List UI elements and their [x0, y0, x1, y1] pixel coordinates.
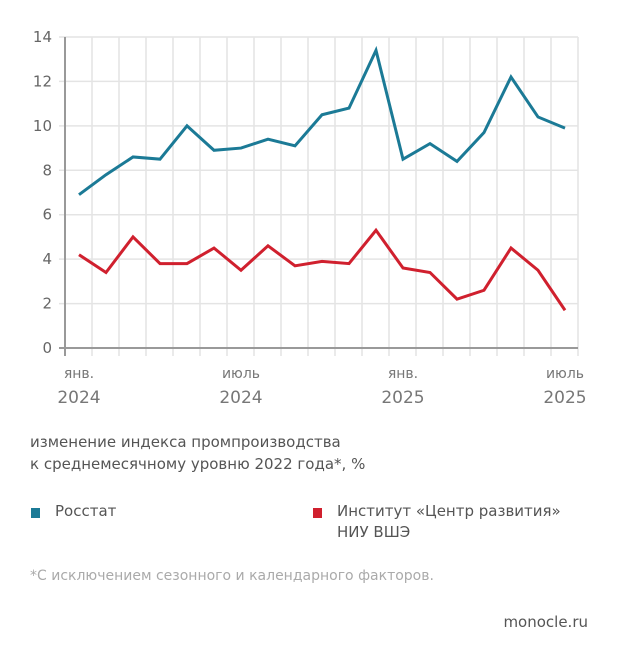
- x-tick-label-month: июль: [222, 366, 260, 382]
- legend-label-rosstat: Росстат: [55, 502, 117, 520]
- x-tick-label-month: янв.: [64, 366, 94, 382]
- x-axis-ticks: янв. 2024 июль 2024 янв. 2025 июль 2025: [57, 366, 586, 408]
- y-tick-label: 6: [42, 206, 52, 224]
- legend-swatch-rosstat: [31, 508, 40, 518]
- y-tick-label: 14: [33, 28, 52, 46]
- legend-swatch-hse: [313, 508, 322, 518]
- y-tick-label: 2: [42, 295, 52, 313]
- x-tick-label-year: 2024: [57, 388, 100, 408]
- subtitle-line-2: к среднемесячному уровню 2022 года*, %: [30, 455, 366, 473]
- x-tick-label-month: янв.: [388, 366, 418, 382]
- legend-label-hse: Институт «Центр развития» НИУ ВШЭ: [337, 501, 561, 543]
- line-chart: 0 2 4 6 8 10 12 14 янв. 2024 июль 2024 янв. 2025 июль…: [33, 28, 587, 408]
- y-tick-label: 4: [42, 250, 52, 268]
- y-tick-label: 0: [42, 339, 52, 357]
- series-line-0: [78, 45, 566, 196]
- y-axis-ticks: 0 2 4 6 8 10 12 14: [33, 28, 52, 357]
- source-credit: monocle.ru: [503, 613, 588, 631]
- chart-axes: [59, 37, 578, 356]
- x-tick-label-year: 2025: [543, 388, 586, 408]
- chart-series: [78, 45, 567, 312]
- y-tick-label: 10: [33, 117, 52, 135]
- chart-grid: [59, 36, 579, 356]
- y-tick-label: 8: [42, 161, 52, 179]
- x-tick-label-year: 2025: [381, 388, 424, 408]
- subtitle-line-1: изменение индекса промпроизводства: [30, 433, 341, 451]
- chart-subtitle: изменение индекса промпроизводства к сре…: [30, 431, 550, 475]
- legend-label-hse-line-2: НИУ ВШЭ: [337, 523, 411, 541]
- x-tick-label-month: июль: [546, 366, 584, 382]
- series-line-1: [78, 227, 567, 312]
- footnote: *С исключением сезонного и календарного …: [30, 568, 434, 584]
- legend-label-hse-line-1: Институт «Центр развития»: [337, 502, 561, 520]
- x-tick-label-year: 2024: [219, 388, 262, 408]
- y-tick-label: 12: [33, 72, 52, 90]
